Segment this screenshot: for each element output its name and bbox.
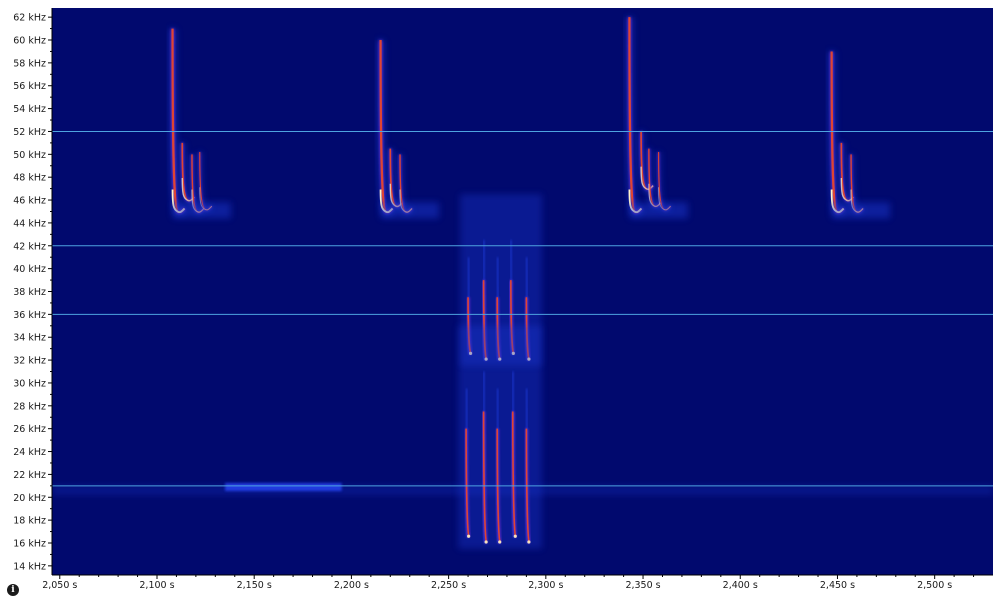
burst-peak-1-2 [498, 540, 502, 544]
burst-peak-1-0 [467, 534, 471, 538]
burst-core-1-4 [525, 428, 531, 544]
x-tick-label-3: 2,200 s [334, 580, 369, 591]
call-tail-2 [629, 202, 688, 219]
x-tick-label-4: 2,250 s [431, 580, 466, 591]
y-tick-label-10: 34 kHz [13, 333, 46, 344]
burst-peak-1-1 [484, 540, 488, 544]
burst-core-1-2 [496, 428, 501, 544]
y-tick-label-3: 20 kHz [13, 493, 46, 504]
y-tick-label-5: 24 kHz [13, 447, 46, 458]
y-tick-label-7: 28 kHz [13, 401, 46, 412]
y-tick-label-18: 50 kHz [13, 150, 46, 161]
burst-peak-1-4 [527, 540, 531, 544]
y-tick-label-15: 44 kHz [13, 218, 46, 229]
burst-haze-1 [458, 325, 542, 549]
call-tail-1 [380, 202, 439, 219]
y-tick-label-6: 26 kHz [13, 424, 46, 435]
y-tick-label-21: 56 kHz [13, 81, 46, 92]
x-tick-label-8: 2,450 s [820, 580, 855, 591]
x-tick-label-6: 2,350 s [625, 580, 660, 591]
x-tick-label-9: 2,500 s [917, 580, 952, 591]
burst-core-1-3 [511, 411, 517, 538]
y-tick-label-19: 52 kHz [13, 127, 46, 138]
y-tick-label-13: 40 kHz [13, 264, 46, 275]
call-tail-3 [831, 202, 890, 219]
y-tick-label-8: 30 kHz [13, 378, 46, 389]
x-tick-label-2: 2,150 s [237, 580, 272, 591]
info-icon[interactable]: i [7, 584, 19, 596]
y-tick-label-1: 16 kHz [13, 538, 46, 549]
background-band [225, 482, 342, 491]
y-tick-label-16: 46 kHz [13, 196, 46, 207]
y-tick-label-12: 38 kHz [13, 287, 46, 298]
y-tick-label-4: 22 kHz [13, 470, 46, 481]
y-tick-label-2: 18 kHz [13, 516, 46, 527]
y-tick-label-14: 42 kHz [13, 241, 46, 252]
y-tick-label-9: 32 kHz [13, 356, 46, 367]
burst-core-1-1 [482, 411, 488, 544]
axes: 14 kHz 16 kHz 18 kHz 20 kHz 22 kHz 24 kHz 26 k… [13, 8, 993, 591]
burst-peak-1-3 [513, 534, 517, 538]
y-tick-label-17: 48 kHz [13, 173, 46, 184]
burst-core-1-0 [465, 428, 470, 538]
y-tick-label-20: 54 kHz [13, 104, 46, 115]
plot-area [52, 17, 993, 549]
y-tick-label-23: 60 kHz [13, 36, 46, 47]
y-tick-label-22: 58 kHz [13, 58, 46, 69]
y-tick-label-24: 62 kHz [13, 13, 46, 24]
y-tick-label-0: 14 kHz [13, 561, 46, 572]
x-tick-label-5: 2,300 s [528, 580, 563, 591]
x-tick-label-0: 2,050 s [42, 580, 77, 591]
call-tail-0 [172, 202, 231, 219]
x-tick-label-7: 2,400 s [723, 580, 758, 591]
y-tick-label-11: 36 kHz [13, 310, 46, 321]
x-tick-label-1: 2,100 s [139, 580, 174, 591]
